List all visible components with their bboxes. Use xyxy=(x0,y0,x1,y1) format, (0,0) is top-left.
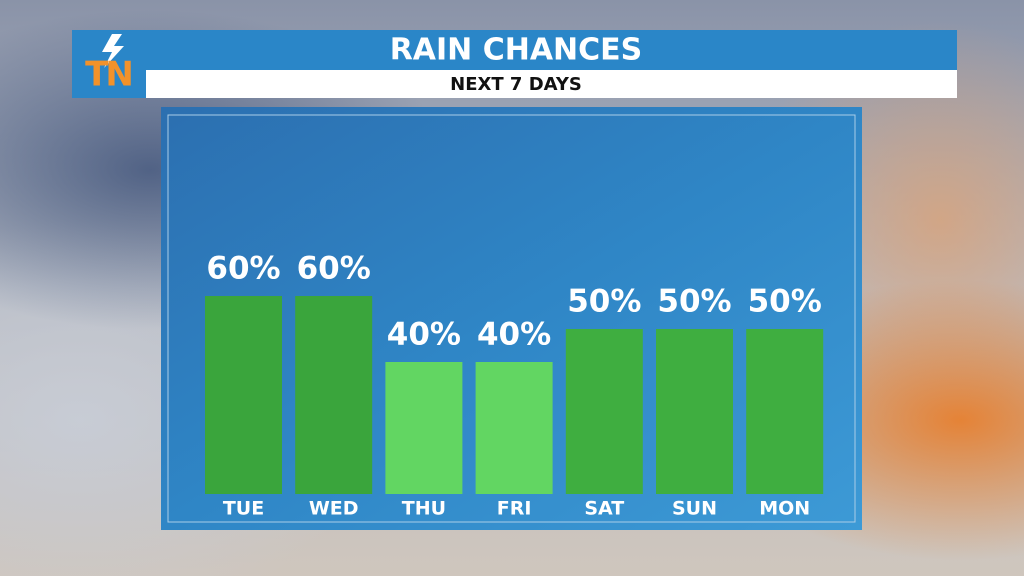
x-tick-label: THU xyxy=(402,498,446,520)
x-tick-label: FRI xyxy=(497,498,532,520)
bar xyxy=(295,296,373,494)
value-label: 50% xyxy=(567,284,641,320)
bar xyxy=(205,296,282,494)
logo-bolt xyxy=(102,34,124,68)
bar xyxy=(565,329,643,494)
bar xyxy=(385,362,463,494)
header-bar xyxy=(72,30,957,70)
chart-subtitle: NEXT 7 DAYS xyxy=(450,74,582,95)
value-label: 40% xyxy=(387,317,461,353)
value-label: 60% xyxy=(297,251,371,287)
bar xyxy=(656,329,733,494)
logo-text: TN xyxy=(85,55,131,95)
x-tick-label: MON xyxy=(759,498,810,520)
value-label: 40% xyxy=(477,317,551,353)
x-tick-label: TUE xyxy=(223,498,264,520)
chart-title: RAIN CHANCES xyxy=(390,33,643,68)
x-tick-label: SAT xyxy=(584,498,624,520)
value-label: 50% xyxy=(748,284,822,320)
value-label: 60% xyxy=(206,251,280,287)
panel-border xyxy=(167,114,856,523)
value-label: 50% xyxy=(657,284,731,320)
x-tick-label: SUN xyxy=(672,498,717,520)
x-tick-label: WED xyxy=(309,498,359,520)
bar xyxy=(475,362,553,494)
bar xyxy=(746,329,824,494)
subheader-bar xyxy=(146,70,957,98)
